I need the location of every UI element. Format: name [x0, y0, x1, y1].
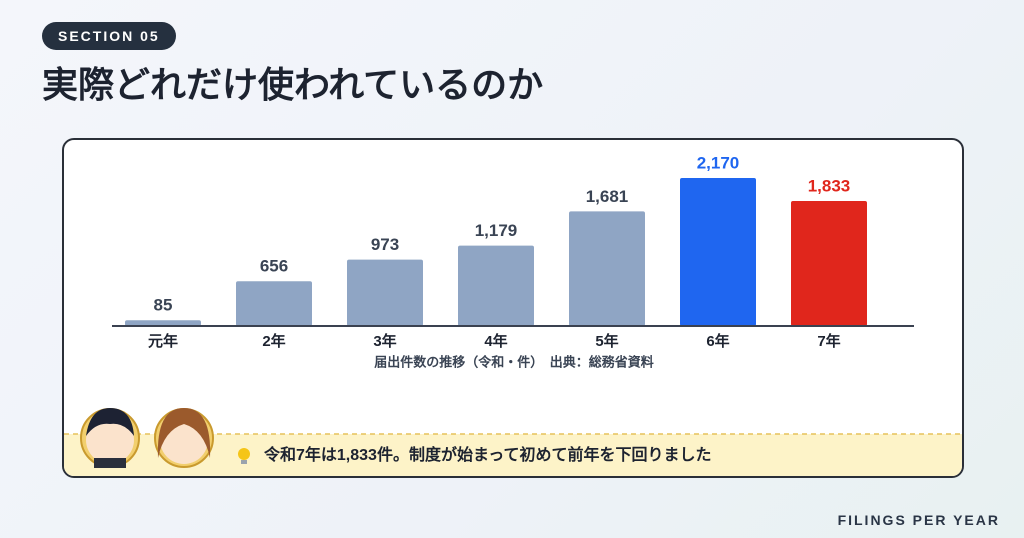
x-tick-label: 7年	[817, 332, 840, 350]
value-label: 973	[371, 235, 399, 254]
footer: FILINGS PER YEAR	[837, 512, 1000, 528]
x-tick-label: 4年	[484, 332, 507, 350]
value-label: 656	[260, 257, 288, 276]
bar	[569, 211, 645, 326]
bar	[791, 200, 867, 326]
chart-card: 令和7年は1,833件。制度が始まって初めて前年を下回りました 85 元年 656 2…	[62, 138, 964, 478]
value-label: 1,833	[808, 176, 851, 195]
x-tick-label: 5年	[595, 332, 618, 350]
chart-caption: 届出件数の推移（令和・件） 出典：総務省資料	[374, 354, 654, 369]
x-tick-label: 元年	[148, 332, 178, 350]
value-label: 1,681	[586, 187, 629, 206]
x-tick-label: 3年	[373, 332, 396, 350]
chart: 令和7年は1,833件。制度が始まって初めて前年を下回りました 85 元年 656 2…	[64, 153, 962, 476]
slide-title: 実際どれだけ使われているのか	[42, 64, 544, 105]
section-badge: SECTION 05	[42, 22, 176, 50]
bar	[458, 245, 534, 326]
avatar	[154, 408, 214, 468]
value-label: 1,179	[475, 221, 518, 240]
note-text: 令和7年は1,833件。制度が始まって初めて前年を下回りました	[263, 445, 712, 464]
bulb-icon	[238, 448, 250, 464]
value-label: 2,170	[697, 153, 740, 172]
bar	[347, 259, 423, 326]
bar	[125, 320, 201, 326]
avatar	[80, 408, 140, 468]
x-tick-label: 6年	[706, 332, 729, 350]
bar	[236, 281, 312, 326]
value-label: 85	[154, 296, 173, 315]
x-tick-label: 2年	[262, 332, 285, 350]
bar	[680, 178, 756, 326]
